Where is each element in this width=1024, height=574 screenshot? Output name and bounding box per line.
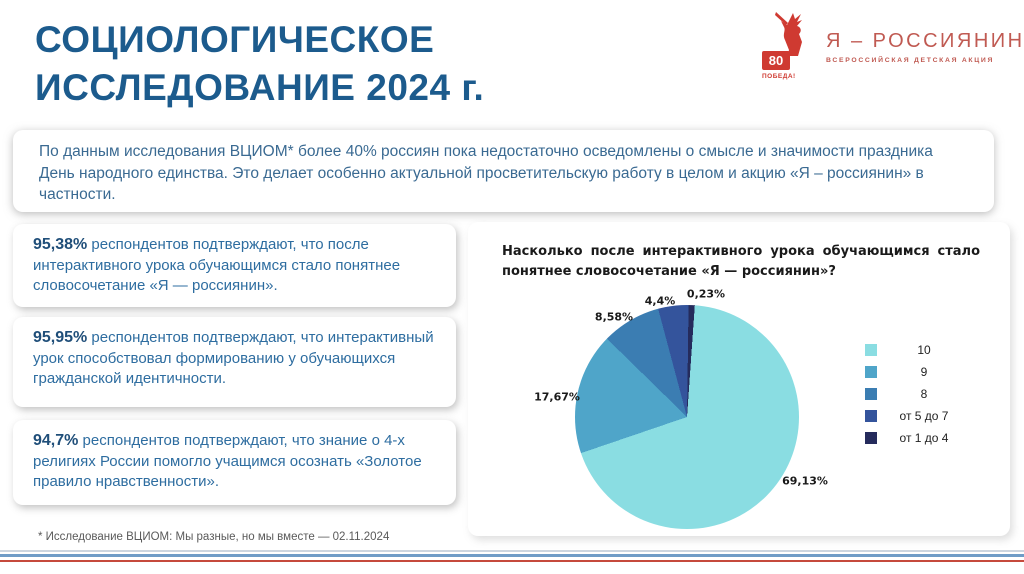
chart-legend: 10 9 8 от 5 до 7 от 1 до 4 [865,343,957,445]
page-title-line2: ИССЛЕДОВАНИЕ 2024 г. [35,67,485,108]
legend-swatch [865,410,877,422]
legend-swatch [865,388,877,400]
legend-item: 9 [865,365,957,379]
legend-item: 8 [865,387,957,401]
logo-name: Я – РОССИЯНИН [826,30,1024,52]
legend-item: от 1 до 4 [865,431,957,445]
chart-title: Насколько после интерактивного урока обу… [502,244,980,279]
footnote: * Исследование ВЦИОМ: Мы разные, но мы в… [38,531,390,543]
legend-label: от 5 до 7 [899,409,949,423]
stat-text: респондентов подтверждают, что интеракти… [33,329,434,387]
legend-swatch [865,432,877,444]
logo-texts: Я – РОССИЯНИН ВСЕРОССИЙСКАЯ ДЕТСКАЯ АКЦИ… [826,30,1024,64]
page-title-line1: СОЦИОЛОГИЧЕСКОЕ [35,19,435,60]
divider-line-blue [0,554,1024,557]
stat-card-2: 95,95% респондентов подтверждают, что ин… [13,317,456,407]
stat-value: 94,7% [33,432,79,449]
vciom-banner-text: По данным исследования ВЦИОМ* более 40% … [39,143,933,203]
legend-swatch [865,366,877,378]
pie-slice-label: 69,13% [782,474,828,488]
legend-label: 9 [920,365,928,379]
page-title: СОЦИОЛОГИЧЕСКОЕ ИССЛЕДОВАНИЕ 2024 г. [35,16,595,112]
divider-line-red [0,560,1024,562]
stat-value: 95,95% [33,329,88,346]
pie-slice-label: 0,23% [686,287,726,301]
badge-pobeda-label: ПОБЕДА! [762,73,796,80]
stat-value: 95,38% [33,236,88,253]
badge-80: 80 [762,51,790,70]
stat-text: респондентов подтверждают, что знание о … [33,432,422,490]
stat-text: респондентов подтверждают, что после инт… [33,236,401,294]
victory-80-emblem: 80 ПОБЕДА! [762,12,818,82]
pie-chart-card: Насколько после интерактивного урока обу… [468,222,1010,536]
vciom-banner: По данным исследования ВЦИОМ* более 40% … [13,130,994,212]
pie-chart [575,305,799,529]
legend-item: 10 [865,343,957,357]
legend-label: от 1 до 4 [899,431,949,445]
legend-label: 8 [920,387,928,401]
campaign-logo: 80 ПОБЕДА! Я – РОССИЯНИН ВСЕРОССИЙСКАЯ Д… [762,8,1022,86]
legend-item: от 5 до 7 [865,409,957,423]
logo-subtitle: ВСЕРОССИЙСКАЯ ДЕТСКАЯ АКЦИЯ [826,57,995,64]
motherland-statue-icon [775,12,802,56]
pie-slice-label: 8,58% [594,310,634,324]
stat-card-1: 95,38% респондентов подтверждают, что по… [13,224,456,307]
pie-slice-label: 4,4% [644,294,676,308]
legend-swatch [865,344,877,356]
divider-line-gray [0,550,1024,552]
stat-card-3: 94,7% респондентов подтверждают, что зна… [13,420,456,505]
legend-label: 10 [917,343,931,357]
pie-slice-label: 17,67% [534,390,580,404]
